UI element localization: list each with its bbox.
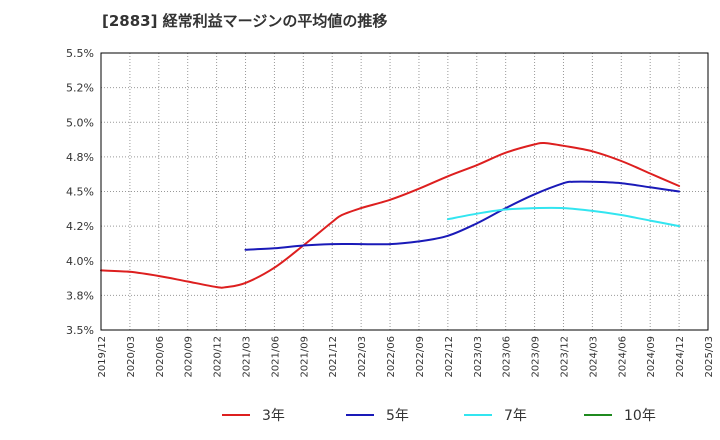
x-tick-label: 2022/06 <box>386 336 397 378</box>
y-tick-label: 5.2% <box>66 82 94 95</box>
y-axis-ticks: 3.5% 3.8% 4.0% 4.2% 4.5% 4.8% 5.0% 5.2% 5.5% <box>66 47 94 337</box>
series-line-1 <box>244 180 681 251</box>
x-tick-label: 2020/09 <box>184 336 195 378</box>
x-tick-label: 2021/12 <box>328 336 339 378</box>
series-line-2 <box>446 206 681 228</box>
legend-label-1: 5年 <box>386 408 409 424</box>
x-tick-label: 2025/03 <box>704 336 715 378</box>
legend-label-3: 10年 <box>624 408 656 424</box>
x-tick-label: 2023/03 <box>473 336 484 378</box>
y-tick-label: 3.5% <box>66 324 94 337</box>
x-tick-label: 2023/06 <box>502 336 513 378</box>
x-tick-label: 2021/06 <box>270 336 281 378</box>
y-tick-label: 4.0% <box>66 255 94 268</box>
y-tick-label: 5.0% <box>66 116 94 129</box>
x-tick-label: 2024/12 <box>675 336 686 378</box>
grid-lines <box>100 52 709 331</box>
chart-title: [2883] 経常利益マージンの平均値の推移 <box>102 12 388 30</box>
x-axis-ticks: 2019/12 2020/03 2020/06 2020/09 2020/12 2021/… <box>97 336 715 378</box>
x-tick-label: 2024/09 <box>646 336 657 378</box>
legend: 3年 5年 7年 10年 <box>222 408 656 424</box>
x-tick-label: 2020/06 <box>155 336 166 378</box>
y-tick-label: 3.8% <box>66 289 94 302</box>
y-tick-label: 4.5% <box>66 186 94 199</box>
x-tick-label: 2021/03 <box>242 336 253 378</box>
x-tick-label: 2020/03 <box>126 336 137 378</box>
x-tick-label: 2022/12 <box>444 336 455 378</box>
series-line-0 <box>100 141 681 289</box>
y-tick-label: 4.8% <box>66 151 94 164</box>
x-tick-label: 2024/06 <box>617 336 628 378</box>
x-tick-label: 2022/09 <box>415 336 426 378</box>
plot-area-border <box>100 52 709 331</box>
x-tick-label: 2019/12 <box>97 336 108 378</box>
legend-label-0: 3年 <box>262 408 285 424</box>
y-tick-label: 5.5% <box>66 47 94 60</box>
x-tick-label: 2024/03 <box>588 336 599 378</box>
x-tick-label: 2021/09 <box>299 336 310 378</box>
y-tick-label: 4.2% <box>66 220 94 233</box>
x-tick-label: 2023/09 <box>531 336 542 378</box>
x-tick-label: 2023/12 <box>559 336 570 378</box>
legend-label-2: 7年 <box>504 408 527 424</box>
x-tick-label: 2020/12 <box>213 336 224 378</box>
x-tick-label: 2022/03 <box>357 336 368 378</box>
series-lines <box>100 141 681 289</box>
